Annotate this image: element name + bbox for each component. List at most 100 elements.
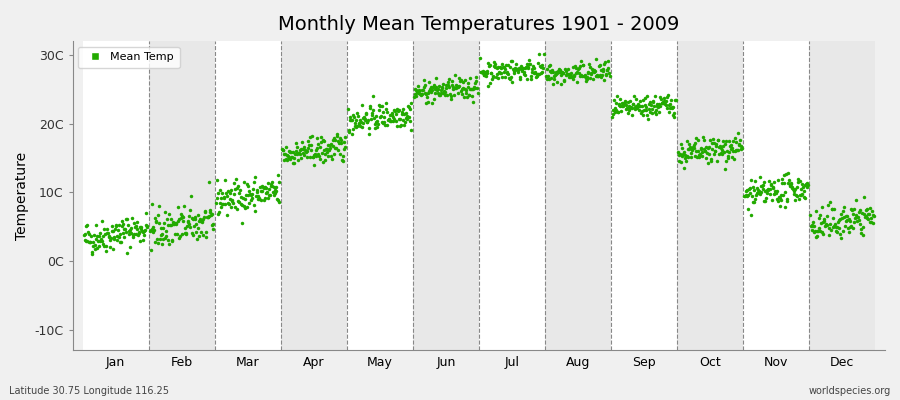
Point (387, 106, 401, 113)
Point (284, 154, 299, 160)
Point (96, 241, 111, 248)
Point (526, 63, 540, 69)
Point (554, 72, 568, 78)
Point (616, 101, 630, 108)
Point (492, 70, 507, 76)
Point (427, 96, 441, 102)
Point (685, 145, 699, 151)
Point (741, 192, 755, 198)
Point (454, 90, 469, 97)
Point (375, 102, 390, 109)
Point (539, 73, 554, 79)
Point (565, 64, 580, 70)
Point (724, 146, 738, 152)
Point (691, 154, 706, 160)
Point (124, 224, 139, 231)
Point (637, 107, 652, 113)
Point (579, 75, 593, 81)
Point (328, 144, 343, 151)
Point (129, 231, 143, 238)
Point (248, 174, 262, 180)
Point (583, 71, 598, 77)
Point (230, 185, 244, 192)
Point (569, 70, 583, 76)
Point (383, 118, 398, 124)
Point (634, 98, 648, 104)
Point (267, 192, 282, 198)
Point (502, 76, 517, 82)
Point (675, 145, 689, 151)
Point (755, 182, 770, 189)
Point (256, 184, 270, 190)
Point (757, 178, 771, 185)
Point (548, 72, 562, 78)
Point (615, 102, 629, 109)
Point (625, 104, 639, 111)
Bar (809, 41, 875, 350)
Point (383, 112, 398, 118)
Point (228, 204, 242, 211)
Point (552, 68, 566, 75)
Point (370, 118, 384, 124)
Point (114, 222, 129, 229)
Point (634, 110, 648, 116)
Point (317, 138, 331, 144)
Point (619, 106, 634, 113)
Point (175, 231, 189, 237)
Point (202, 213, 217, 219)
Point (748, 195, 762, 202)
Point (293, 147, 308, 153)
Point (215, 201, 230, 208)
Point (827, 206, 842, 212)
Point (88, 246, 103, 252)
Point (760, 187, 775, 194)
Point (638, 95, 652, 101)
Point (196, 216, 211, 222)
Point (852, 209, 867, 216)
Point (863, 205, 878, 211)
Point (394, 110, 409, 117)
Point (545, 68, 560, 75)
Point (332, 135, 347, 142)
Point (832, 231, 847, 238)
Point (716, 146, 730, 153)
Point (222, 195, 237, 202)
Point (776, 192, 790, 198)
Point (272, 179, 286, 186)
Point (135, 237, 149, 244)
Point (810, 233, 824, 239)
Point (264, 183, 278, 189)
Point (834, 234, 849, 241)
Point (240, 204, 255, 211)
Point (631, 101, 645, 107)
Bar (413, 41, 479, 350)
Point (448, 85, 463, 91)
Point (499, 74, 513, 81)
Point (121, 250, 135, 256)
Point (343, 114, 357, 120)
Point (518, 64, 533, 70)
Point (591, 73, 606, 79)
Point (570, 69, 584, 75)
Point (187, 213, 202, 220)
Point (840, 216, 854, 223)
Point (505, 78, 519, 85)
Point (536, 68, 550, 75)
Point (806, 219, 820, 225)
Point (190, 236, 204, 242)
Point (368, 125, 382, 131)
Point (572, 73, 587, 80)
Point (100, 230, 114, 237)
Point (850, 214, 865, 220)
Point (385, 113, 400, 120)
Point (718, 166, 733, 172)
Point (729, 139, 743, 145)
Point (331, 138, 346, 144)
Point (850, 218, 865, 224)
Point (662, 102, 676, 108)
Point (704, 156, 718, 162)
Point (343, 117, 357, 124)
Point (261, 195, 275, 201)
Point (614, 108, 628, 114)
Point (525, 69, 539, 76)
